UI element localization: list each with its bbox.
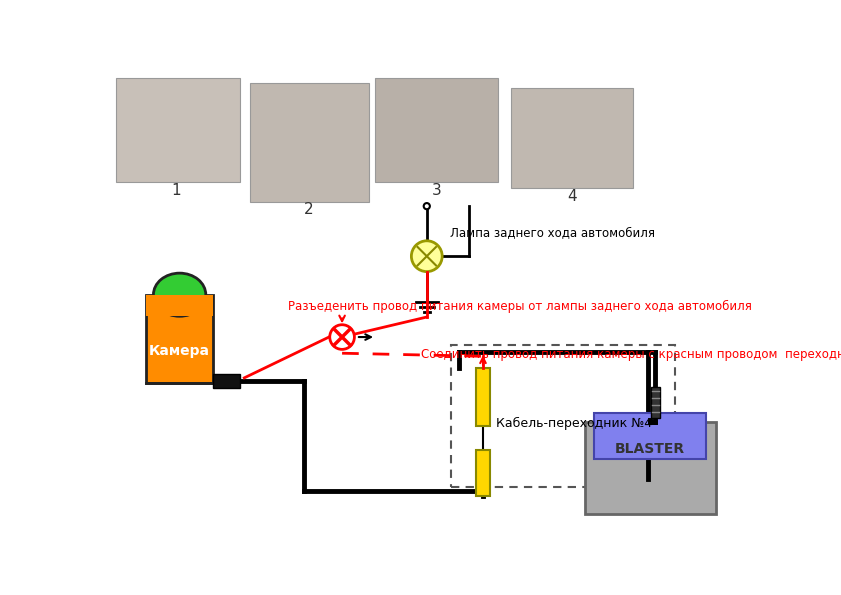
Bar	[145, 295, 214, 383]
Bar	[476, 450, 490, 496]
Bar	[594, 412, 706, 459]
Bar	[511, 88, 633, 189]
Bar	[584, 422, 716, 514]
Text: 4: 4	[568, 189, 577, 203]
Text: 1: 1	[172, 183, 182, 198]
Bar	[476, 368, 490, 425]
Bar	[375, 77, 499, 181]
Bar	[651, 387, 660, 418]
Bar	[145, 295, 214, 317]
Text: Камера: Камера	[149, 343, 210, 358]
Bar	[214, 374, 241, 388]
Ellipse shape	[153, 273, 206, 317]
Text: 2: 2	[304, 202, 314, 218]
Text: Разъеденить провод питания камеры от лампы заднего хода автомобиля: Разъеденить провод питания камеры от лам…	[288, 300, 752, 313]
Circle shape	[424, 203, 430, 209]
Circle shape	[330, 325, 354, 349]
Bar	[250, 83, 369, 202]
Circle shape	[411, 241, 442, 271]
Bar	[452, 345, 674, 487]
Text: 3: 3	[432, 183, 442, 198]
Bar	[116, 77, 240, 181]
Text: Соединить провод питания камеры с красным проводом  переходника №4: Соединить провод питания камеры с красны…	[421, 348, 841, 361]
Text: BLASTER: BLASTER	[615, 441, 685, 456]
Text: Кабель-переходник №4: Кабель-переходник №4	[496, 416, 653, 430]
Text: Лампа заднего хода автомобиля: Лампа заднего хода автомобиля	[450, 227, 655, 240]
